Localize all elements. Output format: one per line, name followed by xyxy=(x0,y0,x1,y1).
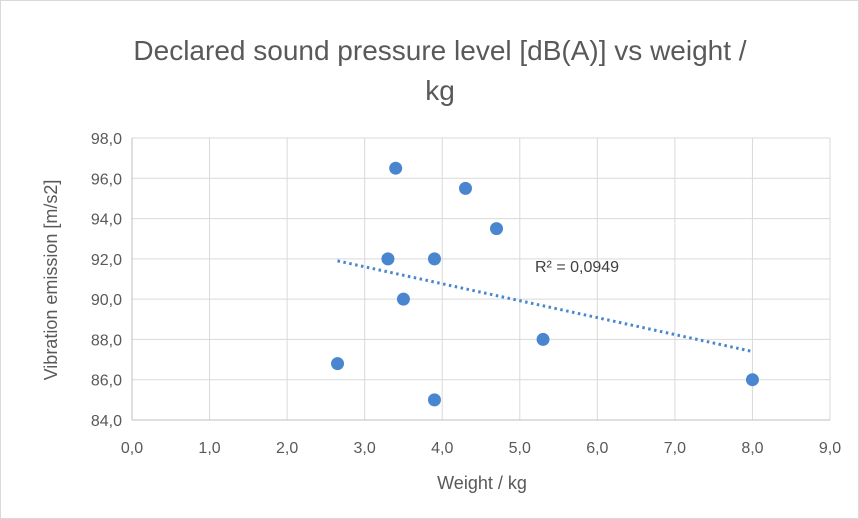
data-point xyxy=(389,161,403,175)
data-point xyxy=(458,181,472,195)
data-point xyxy=(490,222,504,236)
data-point xyxy=(745,373,759,387)
x-tick-label: 5,0 xyxy=(509,440,531,457)
y-tick-label: 84,0 xyxy=(91,413,122,430)
y-tick-label: 88,0 xyxy=(91,332,122,349)
y-tick-labels: 84,0 86,0 88,0 90,0 92,0 94,0 96,0 98,0 xyxy=(91,131,122,430)
y-tick-label: 96,0 xyxy=(91,171,122,188)
x-tick-label: 4,0 xyxy=(431,440,453,457)
y-axis-title: Vibration emission [m/s2] xyxy=(41,180,61,381)
chart-title-line-2: kg xyxy=(425,75,455,106)
data-point xyxy=(536,332,550,346)
data-point xyxy=(331,357,345,371)
x-tick-label: 2,0 xyxy=(276,440,298,457)
data-point xyxy=(427,393,441,407)
x-tick-label: 6,0 xyxy=(586,440,608,457)
r-squared-label: R² = 0,0949 xyxy=(535,259,619,276)
data-point xyxy=(427,252,441,266)
chart-title-line-1: Declared sound pressure level [dB(A)] vs… xyxy=(133,35,746,66)
x-axis-title: Weight / kg xyxy=(437,473,527,493)
y-tick-label: 86,0 xyxy=(91,373,122,390)
axes xyxy=(131,138,830,421)
data-points xyxy=(331,161,759,407)
chart-title: Declared sound pressure level [dB(A)] vs… xyxy=(133,35,746,106)
gridlines xyxy=(132,137,831,420)
x-tick-labels: 0,0 1,0 2,0 3,0 4,0 5,0 6,0 7,0 8,0 9,0 xyxy=(121,440,841,457)
linear-trendline xyxy=(337,259,753,353)
x-tick-label: 3,0 xyxy=(354,440,376,457)
x-tick-label: 1,0 xyxy=(198,440,220,457)
x-tick-label: 9,0 xyxy=(819,440,841,457)
y-tick-label: 94,0 xyxy=(91,212,122,229)
y-tick-label: 98,0 xyxy=(91,131,122,148)
y-tick-label: 90,0 xyxy=(91,292,122,309)
x-tick-label: 8,0 xyxy=(741,440,763,457)
x-tick-label: 7,0 xyxy=(664,440,686,457)
data-point xyxy=(396,292,410,306)
data-point xyxy=(381,252,395,266)
y-tick-label: 92,0 xyxy=(91,252,122,269)
x-tick-label: 0,0 xyxy=(121,440,143,457)
trendline-group xyxy=(337,259,753,353)
